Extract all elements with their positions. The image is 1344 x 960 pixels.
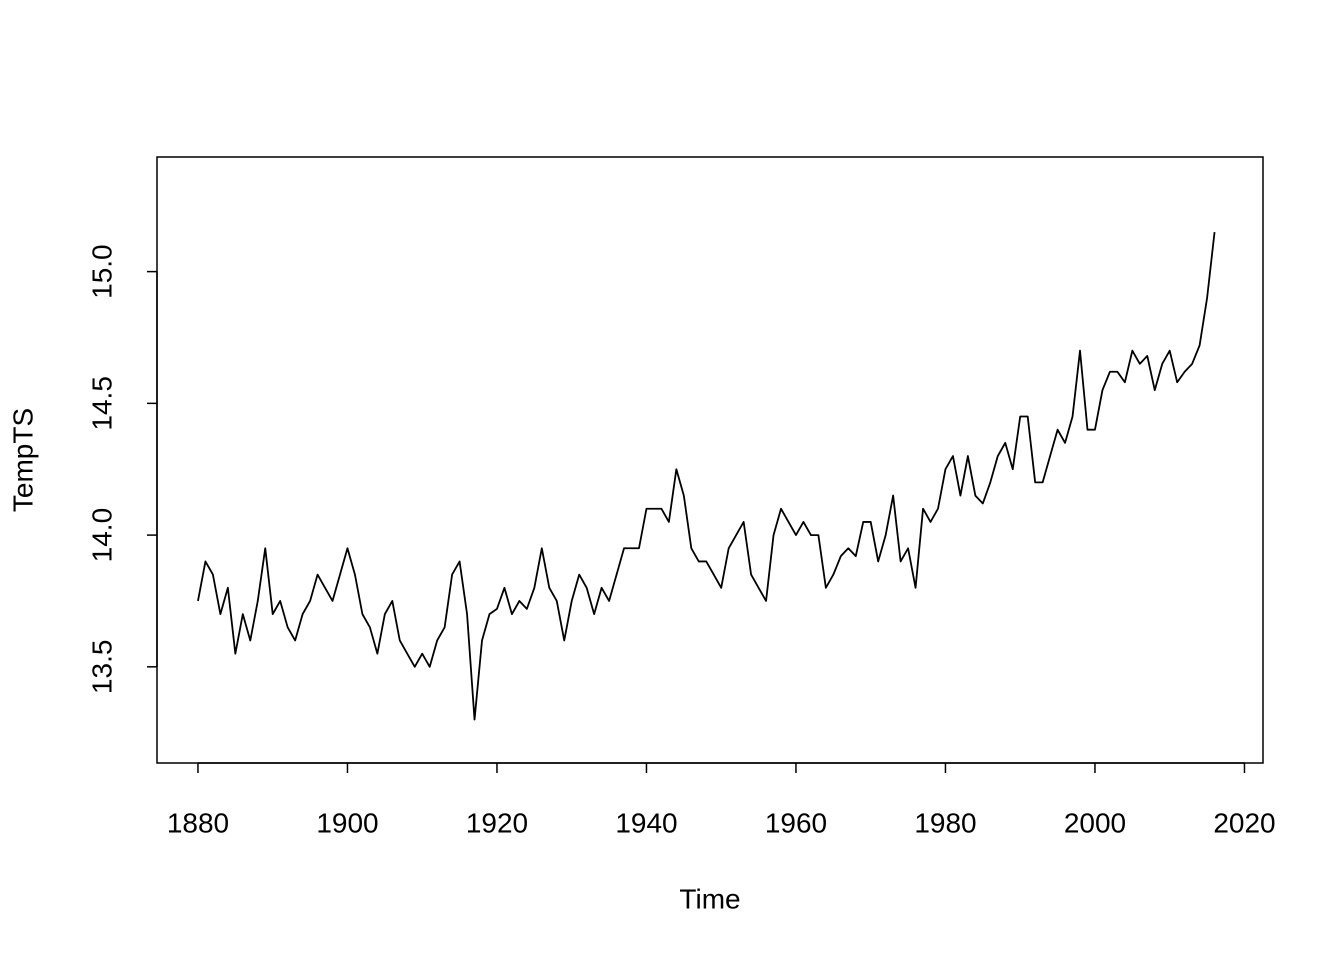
x-axis-title: Time xyxy=(679,883,740,914)
y-tick-label: 14.5 xyxy=(86,376,117,431)
plot-frame xyxy=(156,156,1264,764)
x-tick-label: 1900 xyxy=(316,807,378,838)
x-tick-label: 1880 xyxy=(167,807,229,838)
x-tick-label: 2000 xyxy=(1064,807,1126,838)
y-tick-label: 15.0 xyxy=(86,244,117,299)
x-tick-label: 1940 xyxy=(615,807,677,838)
y-axis-title: TempTS xyxy=(7,408,38,512)
x-tick-label: 1980 xyxy=(914,807,976,838)
x-tick-label: 1960 xyxy=(765,807,827,838)
y-tick-label: 14.0 xyxy=(86,508,117,563)
y-tick-label: 13.5 xyxy=(86,640,117,695)
series-line xyxy=(197,231,1216,721)
x-tick-label: 2020 xyxy=(1213,807,1275,838)
x-tick-label: 1920 xyxy=(466,807,528,838)
